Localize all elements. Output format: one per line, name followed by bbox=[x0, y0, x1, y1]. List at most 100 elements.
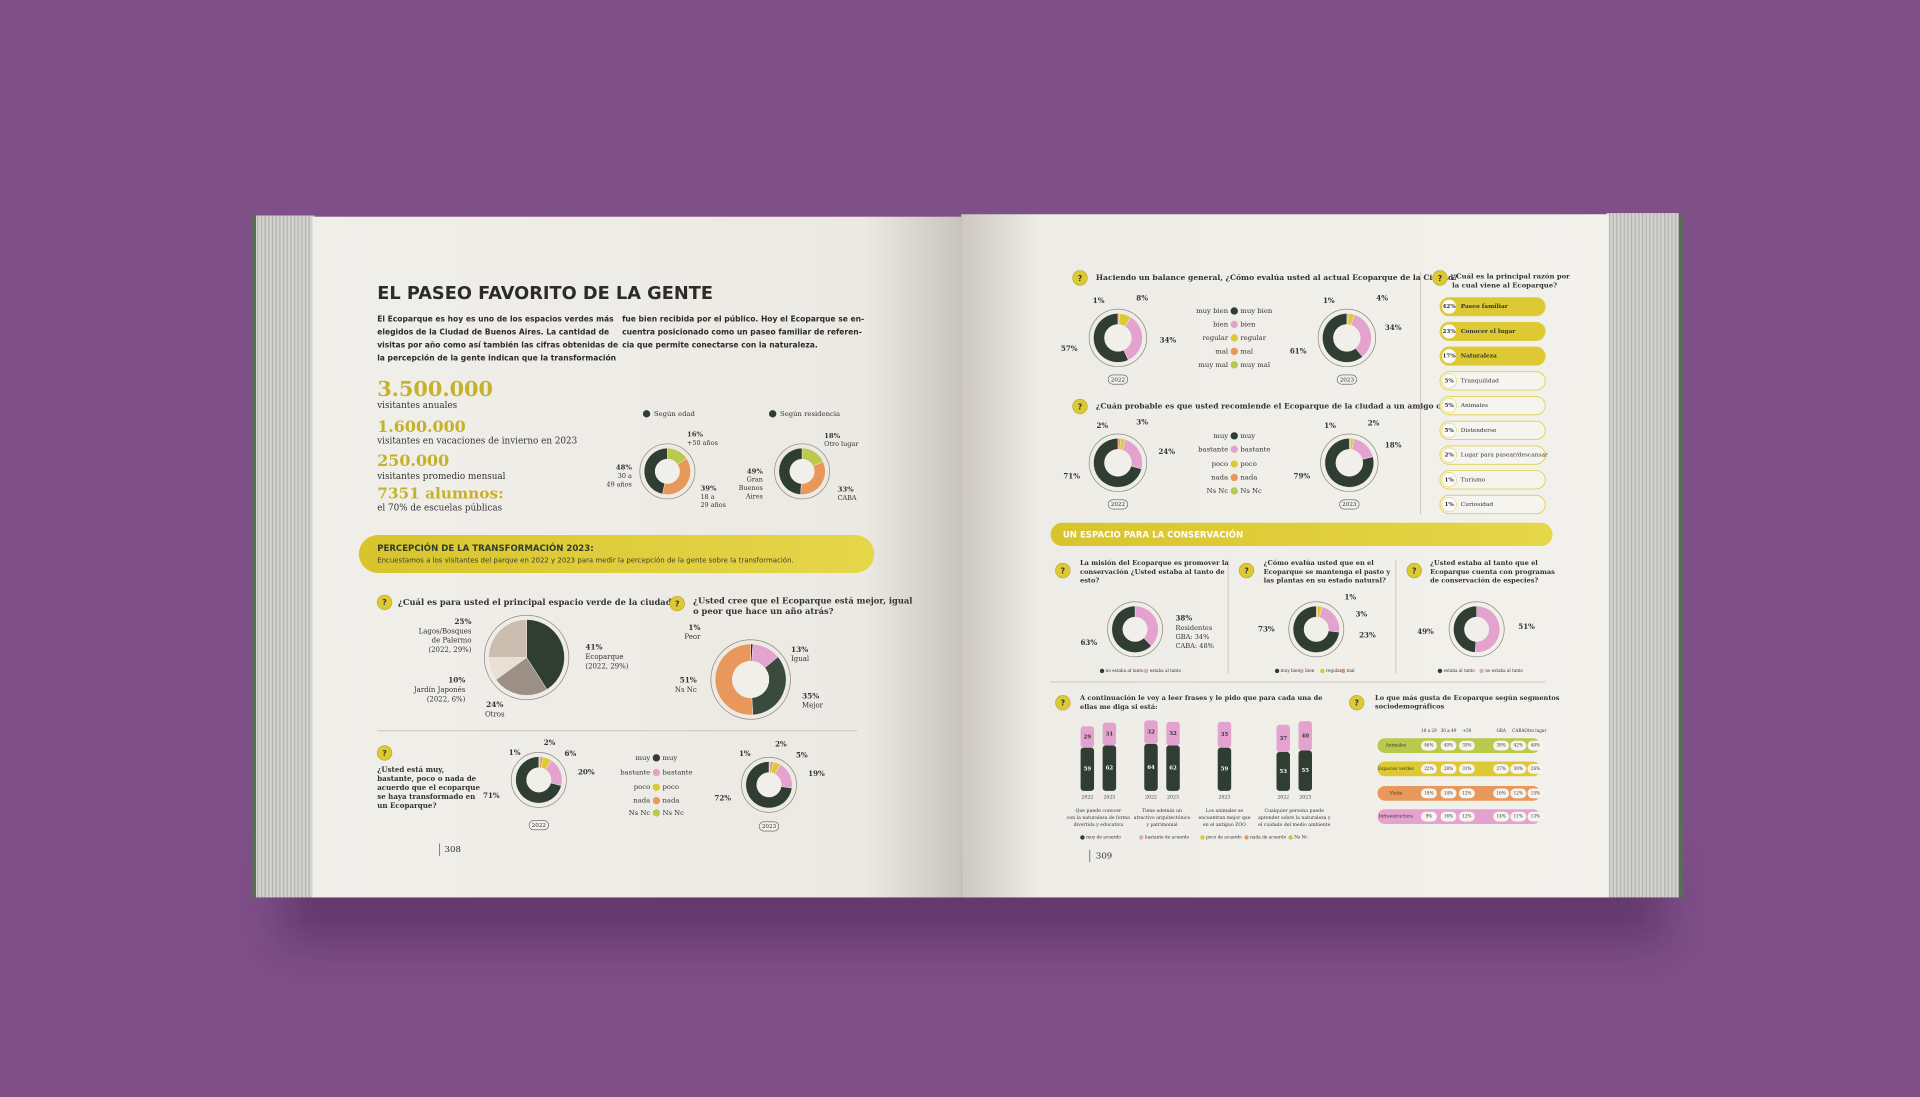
intro-text: la percepción de la gente indican que la… bbox=[377, 353, 616, 362]
caption: Los animales se bbox=[1206, 808, 1244, 814]
question-icon bbox=[1055, 695, 1071, 711]
note: Residentes bbox=[1175, 624, 1212, 632]
question: Ecoparque se mantenga el pasto y bbox=[1264, 568, 1391, 576]
value-label: 61% bbox=[1290, 346, 1307, 355]
banner-title: PERCEPCIÓN DE LA TRANSFORMACIÓN 2023: bbox=[377, 542, 593, 554]
value-label: 57% bbox=[1061, 344, 1078, 353]
year-label: 2023 bbox=[1342, 502, 1357, 508]
bar-segment bbox=[1298, 750, 1312, 791]
donut-hole bbox=[1122, 617, 1148, 642]
share-badge bbox=[1441, 472, 1457, 488]
donut-outline bbox=[1088, 433, 1148, 492]
question: Ecoparque cuenta con programas bbox=[1430, 568, 1555, 576]
stat-figure: 7351 alumnos: bbox=[377, 485, 504, 503]
bar-value: 29 bbox=[1084, 734, 1092, 740]
legend-dot bbox=[1230, 473, 1238, 482]
question: ¿Cuál es para usted el principal espacio… bbox=[398, 597, 676, 607]
cell-pill bbox=[1458, 788, 1475, 799]
stat-figure: 250.000 bbox=[377, 451, 449, 470]
legend-label: nada de acuerdo bbox=[1250, 835, 1287, 840]
question: acuerdo que el ecoparque bbox=[377, 783, 480, 792]
reason-label: Conocer el lugar bbox=[1461, 328, 1517, 335]
value-label: 2% bbox=[775, 739, 787, 748]
value-label: 2% bbox=[1096, 421, 1108, 430]
cell-value: 28% bbox=[1444, 766, 1453, 771]
reason-pill bbox=[1439, 396, 1546, 416]
donut-outline bbox=[1317, 308, 1377, 368]
stat-caption: visitantes promedio mensual bbox=[376, 472, 505, 482]
legend-dot bbox=[652, 797, 661, 805]
legend-label: muy bbox=[635, 754, 650, 762]
question: se haya transformado en bbox=[377, 792, 475, 801]
legend-label: Ns Nc bbox=[662, 809, 684, 817]
year-label: 2023 bbox=[1167, 795, 1179, 801]
bar-segment bbox=[1217, 721, 1232, 748]
question: ellas me diga si está: bbox=[1080, 703, 1158, 711]
segment-label: 29 años bbox=[700, 501, 726, 509]
caption: y patrimonial bbox=[1145, 822, 1178, 828]
cell-value: 14% bbox=[1497, 814, 1506, 819]
legend-label: poco bbox=[1240, 460, 1256, 468]
value-label: 35% bbox=[802, 692, 819, 701]
legend-label: bien bbox=[1305, 668, 1314, 673]
bar-value: 62 bbox=[1106, 766, 1114, 772]
cell-pill bbox=[1420, 740, 1437, 751]
cell-value: 12% bbox=[1462, 790, 1471, 795]
reason-share: 42% bbox=[1443, 304, 1457, 310]
question: ¿Cuál es la principal razón por bbox=[1452, 273, 1570, 281]
segment-label: Mejor bbox=[802, 702, 824, 710]
cell-value: 18% bbox=[1424, 790, 1433, 795]
reason-pill bbox=[1439, 346, 1546, 366]
value-label: 24% bbox=[486, 700, 503, 709]
bar-value: 55 bbox=[1302, 768, 1310, 774]
legend-label: poco bbox=[662, 783, 678, 791]
bar-value: 59 bbox=[1221, 767, 1229, 773]
bar-value: 32 bbox=[1147, 730, 1155, 736]
value-label: 34% bbox=[1385, 323, 1402, 332]
reason-share: 5% bbox=[1444, 428, 1454, 434]
cell-pill bbox=[1510, 788, 1527, 799]
legend-label: Según residencia bbox=[780, 410, 840, 418]
year-label: 2022 bbox=[1081, 795, 1093, 801]
bar-segment bbox=[1144, 743, 1158, 791]
value-label: 51% bbox=[680, 676, 697, 685]
reason-pill bbox=[1439, 445, 1546, 465]
cell-pill bbox=[1458, 811, 1475, 822]
segment-label: Ecoparque bbox=[585, 653, 623, 661]
legend-dot bbox=[1080, 835, 1085, 840]
value-label: 24% bbox=[1158, 447, 1175, 456]
caption: en el antiguo ZOO bbox=[1203, 822, 1246, 828]
segment-label: (2022, 29%) bbox=[428, 646, 471, 654]
legend-label: poco bbox=[634, 783, 650, 791]
cell-pill bbox=[1527, 811, 1544, 822]
question-mark: ? bbox=[1244, 566, 1249, 575]
cell-value: 12% bbox=[1462, 814, 1471, 819]
caption: Tiene además un bbox=[1142, 807, 1182, 814]
question: ¿Cuán probable es que usted recomiende e… bbox=[1096, 401, 1483, 410]
question: o peor que hace un año atrás? bbox=[693, 606, 834, 616]
value-label: 49% bbox=[1417, 627, 1434, 636]
question: las plantas en su estado natural? bbox=[1264, 576, 1386, 584]
caption: Que puede conocer bbox=[1076, 808, 1122, 814]
share-badge bbox=[1441, 398, 1457, 414]
cell-pill bbox=[1527, 788, 1544, 799]
donut-segment bbox=[643, 447, 668, 495]
value-label: 1% bbox=[509, 748, 521, 757]
value-label: 25% bbox=[454, 617, 471, 626]
bar-value: 32 bbox=[1169, 731, 1177, 737]
question-mark: ? bbox=[1061, 699, 1066, 708]
segment-label: 30 a bbox=[618, 472, 632, 480]
legend-label: nada bbox=[1211, 473, 1228, 481]
reason-share: 23% bbox=[1443, 329, 1457, 335]
legend-dot bbox=[1288, 835, 1293, 840]
legend-label: muy bbox=[1213, 432, 1228, 440]
cell-value: 46% bbox=[1424, 743, 1433, 748]
caption: atractivo arquitectónico bbox=[1134, 814, 1191, 821]
value-label: 23% bbox=[1359, 630, 1376, 639]
legend-label: no estaba al tanto bbox=[1106, 668, 1144, 673]
cell-pill bbox=[1458, 740, 1475, 751]
legend-dot bbox=[1230, 307, 1238, 315]
legend-dot bbox=[1244, 835, 1249, 840]
cell-pill bbox=[1493, 788, 1510, 799]
